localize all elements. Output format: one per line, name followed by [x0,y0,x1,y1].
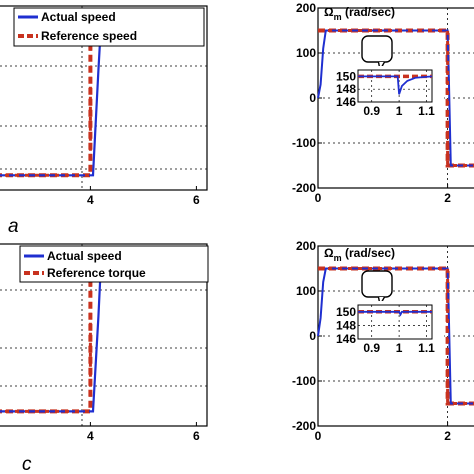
inset-x-tick-label: 1.1 [418,341,435,355]
y-tick-label: 200 [296,1,316,15]
x-tick-label: 6 [193,193,200,207]
inset-actual-line [358,310,432,317]
y-tick-label: -100 [292,374,316,388]
x-tick-label: 4 [87,429,94,443]
y-tick-label: -200 [292,419,316,433]
inset-y-tick-label: 148 [336,82,356,96]
inset-x-tick-label: 0.9 [363,341,380,355]
y-tick-label: -200 [292,181,316,195]
y-tick-label: 0 [309,91,316,105]
panel-label-c: c [22,454,32,474]
y-axis-label: Ωm (rad/sec) [324,246,395,263]
legend-label-actual: Actual speed [47,249,122,263]
series-reference-overlay [0,260,197,413]
x-tick-label: 2 [444,429,451,443]
legend-label-actual: Actual speed [41,10,116,24]
x-tick-label: 6 [193,429,200,443]
inset-x-tick-label: 0.9 [363,104,380,118]
inset-actual-line [358,75,433,95]
y-tick-label: -100 [292,136,316,150]
legend-box [19,245,209,283]
inset-x-tick-label: 1 [396,341,403,355]
legend-label-reference: Reference torque [47,266,146,280]
zoom-callout [361,35,393,63]
series-reference-overlay [318,267,474,405]
series-actual-line [317,29,474,167]
legend-label-reference: Reference speed [41,29,137,43]
x-tick-label: 0 [315,429,322,443]
inset-y-tick-label: 146 [336,332,356,346]
x-tick-label: 0 [315,191,322,205]
legend-box [13,7,205,47]
x-tick-label: 4 [87,193,94,207]
y-tick-label: 0 [309,329,316,343]
zoom-callout [361,270,393,298]
series-reference-overlay [0,22,197,177]
series-reference-overlay [318,29,474,167]
panel-label-a: a [8,216,19,237]
y-tick-label: 100 [296,46,316,60]
x-tick-label: 2 [444,191,451,205]
inset-y-tick-label: 150 [336,69,356,83]
y-tick-label: 200 [296,239,316,253]
y-axis-label: Ωm (rad/sec) [324,5,395,22]
inset-y-tick-label: 150 [336,305,356,319]
inset-y-tick-label: 146 [336,95,356,109]
y-tick-label: 100 [296,284,316,298]
series-actual-line [317,267,474,405]
inset-x-tick-label: 1.1 [418,104,435,118]
inset-y-tick-label: 148 [336,318,356,332]
inset-x-tick-label: 1 [396,104,403,118]
